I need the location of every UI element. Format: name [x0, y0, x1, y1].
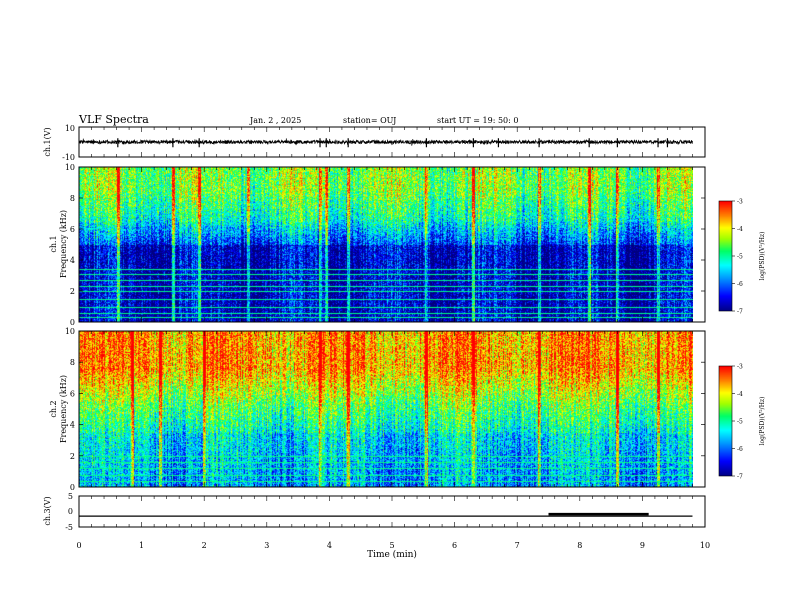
ch3-waveform-trace — [79, 512, 693, 517]
station-label: station= OUJ — [343, 116, 396, 125]
ch1-spec-ytick-4: 8 — [70, 194, 75, 203]
ch1-spectrogram-heatmap — [79, 167, 693, 322]
time-tick-5: 5 — [389, 541, 394, 550]
ch1-waveform-trace — [78, 138, 693, 148]
ch1-ylabel: ch.1(V) — [43, 127, 52, 156]
ch2-spec-ytick-4: 8 — [70, 358, 75, 367]
ch2-spec-ytick-3: 6 — [70, 389, 75, 398]
ch2-colorbar-gradient — [719, 366, 732, 476]
time-axis-tickmarks — [78, 127, 706, 527]
time-tick-4: 4 — [327, 541, 332, 550]
time-tick-6: 6 — [452, 541, 457, 550]
time-axis-label: Time (min) — [367, 549, 417, 560]
time-tick-8: 8 — [577, 541, 582, 550]
ch2-colorbar-tick-3: -6 — [737, 446, 743, 453]
ch1-spec-ytick-5: 10 — [65, 163, 75, 172]
ch2-spectrogram-heatmap — [79, 331, 693, 487]
figure-title: VLF Spectra — [78, 113, 149, 126]
ch2-spec-ytick-0: 0 — [70, 483, 75, 492]
ch2-spec-ytick-1: 2 — [70, 452, 75, 461]
ch3-ylabel: ch.3(V) — [43, 496, 52, 525]
ch1-spec-ytick-1: 2 — [70, 287, 75, 296]
ch1-spectrogram-ylabel: Frequency (kHz) — [59, 210, 68, 278]
ch1-spec-ytick-3: 6 — [70, 225, 75, 234]
ch1-ytick-top: 10 — [65, 124, 75, 133]
ch3-waveform-panel: 5 0 -5 ch.3(V) — [43, 492, 706, 532]
ch1-colorbar-tick-1: -4 — [737, 226, 743, 233]
ch2-spectrogram-ylabel: Frequency (kHz) — [59, 375, 68, 443]
ch2-spec-ytick-2: 4 — [70, 421, 75, 430]
ch2-colorbar-tick-4: -7 — [737, 474, 743, 481]
ch1-colorbar-tick-3: -6 — [737, 281, 743, 288]
time-axis: 0 1 2 3 4 5 6 7 8 9 10 — [76, 541, 710, 550]
ch1-waveform-panel: 10 -10 ch.1(V) — [43, 124, 706, 162]
ch1-colorbar-tick-4: -7 — [737, 309, 743, 316]
ch1-colorbar-tick-2: -5 — [737, 254, 743, 261]
ch1-colorbar-tick-0: -3 — [737, 199, 743, 206]
ch2-spectrogram-panel: 0 2 4 6 8 10 ch.2 Frequency (kHz) — [49, 327, 706, 492]
ch1-spectrogram-ylabel-channel: ch.1 — [49, 235, 58, 252]
ch1-ytick-bottom: -10 — [62, 153, 75, 162]
ch2-colorbar: -3 -4 -5 -6 -7 log(PSD)(V²/Hz) — [718, 364, 766, 481]
ch1-colorbar: -3 -4 -5 -6 -7 log(PSD)(V²/Hz) — [718, 199, 766, 316]
ch1-spectrogram-panel: 0 2 4 6 8 10 ch.1 Frequency (kHz) — [49, 163, 706, 327]
ch1-colorbar-label: log(PSD)(V²/Hz) — [759, 232, 766, 281]
ch3-ytick-top: 5 — [68, 492, 73, 501]
ch2-colorbar-label: log(PSD)(V²/Hz) — [759, 397, 766, 446]
time-tick-0: 0 — [76, 541, 81, 550]
time-tick-7: 7 — [515, 541, 520, 550]
ch2-colorbar-tick-0: -3 — [737, 364, 743, 371]
ch1-colorbar-gradient — [719, 201, 732, 311]
ch1-spec-ytick-2: 4 — [70, 256, 75, 265]
time-tick-2: 2 — [202, 541, 207, 550]
ch2-colorbar-tick-2: -5 — [737, 419, 743, 426]
ch2-spec-ytick-5: 10 — [65, 327, 75, 336]
ch1-waveform-line — [78, 138, 693, 146]
time-tick-9: 9 — [640, 541, 645, 550]
ch2-spectrogram-ylabel-channel: ch.2 — [49, 400, 58, 417]
ch2-colorbar-tick-1: -4 — [737, 391, 743, 398]
time-tick-3: 3 — [264, 541, 269, 550]
ch3-ytick-mid: 0 — [68, 507, 73, 516]
ch3-ytick-bottom: -5 — [65, 523, 73, 532]
ch1-spec-ytick-0: 0 — [70, 318, 75, 327]
time-tick-1: 1 — [139, 541, 144, 550]
time-tick-10: 10 — [700, 541, 710, 550]
start-time-label: start UT = 19: 50: 0 — [437, 116, 518, 125]
date-label: Jan. 2 , 2025 — [249, 116, 301, 125]
